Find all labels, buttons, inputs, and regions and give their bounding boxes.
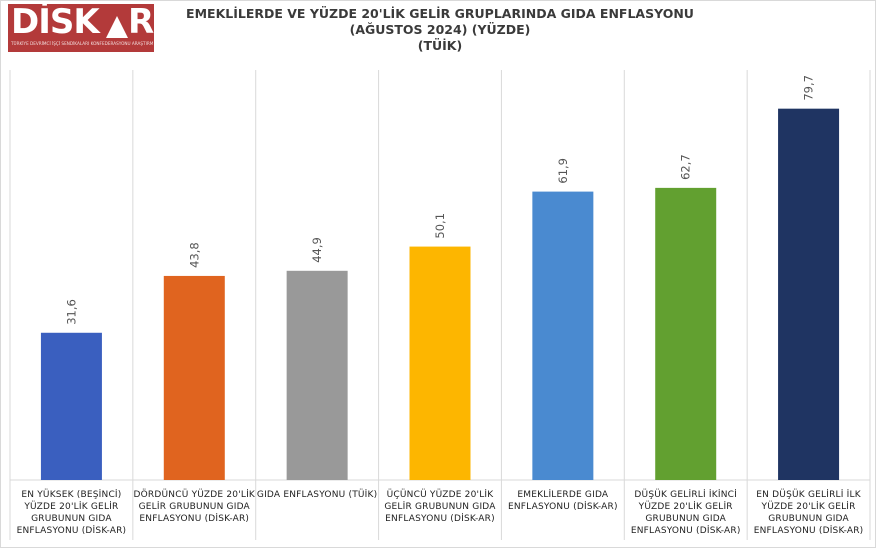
data-label-4: 50,1	[433, 213, 447, 239]
category-label-3: GIDA ENFLASYONU (TÜİK)	[256, 490, 378, 500]
category-label-4: ÜÇÜNCÜ YÜZDE 20'LİK GELİR GRUBUNUN GIDA …	[384, 490, 496, 524]
bar-5	[532, 191, 594, 480]
bar-2	[163, 275, 225, 480]
category-label-6: DÜŞÜK GELİRLİ İKİNCİ YÜZDE 20'LİK GELİR …	[630, 490, 741, 536]
bar-6	[655, 187, 717, 480]
chart-source: (TÜİK)	[417, 38, 463, 53]
category-label-2: DÖRDÜNCÜ YÜZDE 20'LİK GELİR GRUBUNUN GID…	[133, 490, 256, 524]
data-label-3: 44,9	[310, 237, 324, 263]
logo-subtitle: TÜRKİYE DEVRİMCİ İŞÇİ SENDİKALARI KONFED…	[11, 41, 153, 46]
logo-triangle-icon	[106, 16, 128, 38]
data-label-6: 62,7	[679, 154, 693, 180]
category-label-5: EMEKLİLERDE GIDA ENFLASYONU (DİSK-AR)	[507, 490, 618, 512]
logo-wordmark: DİSK	[11, 4, 100, 42]
bar-7	[778, 108, 840, 480]
data-label-7: 79,7	[802, 75, 816, 101]
chart-title: EMEKLİLERDE VE YÜZDE 20'LİK GELİR GRUPLA…	[186, 6, 694, 21]
data-label-1: 31,6	[64, 299, 78, 325]
data-label-5: 61,9	[556, 158, 570, 184]
diskar-logo: DİSK R TÜRKİYE DEVRİMCİ İŞÇİ SENDİKALARI…	[8, 4, 154, 52]
category-label-7: EN DÜŞÜK GELİRLİ İLK YÜZDE 20'LİK GELİR …	[753, 490, 864, 536]
data-label-2: 43,8	[187, 242, 201, 268]
bar-4	[409, 246, 471, 480]
chart-subtitle: (AĞUSTOS 2024) (YÜZDE)	[349, 22, 531, 37]
chart-title-block: EMEKLİLERDE VE YÜZDE 20'LİK GELİR GRUPLA…	[150, 6, 730, 54]
bar-1	[40, 332, 102, 480]
logo-wordmark-end: R	[128, 4, 154, 42]
category-label-1: EN YÜKSEK (BEŞİNCİ) YÜZDE 20'LİK GELİR G…	[16, 490, 127, 536]
bar-3	[286, 270, 348, 480]
